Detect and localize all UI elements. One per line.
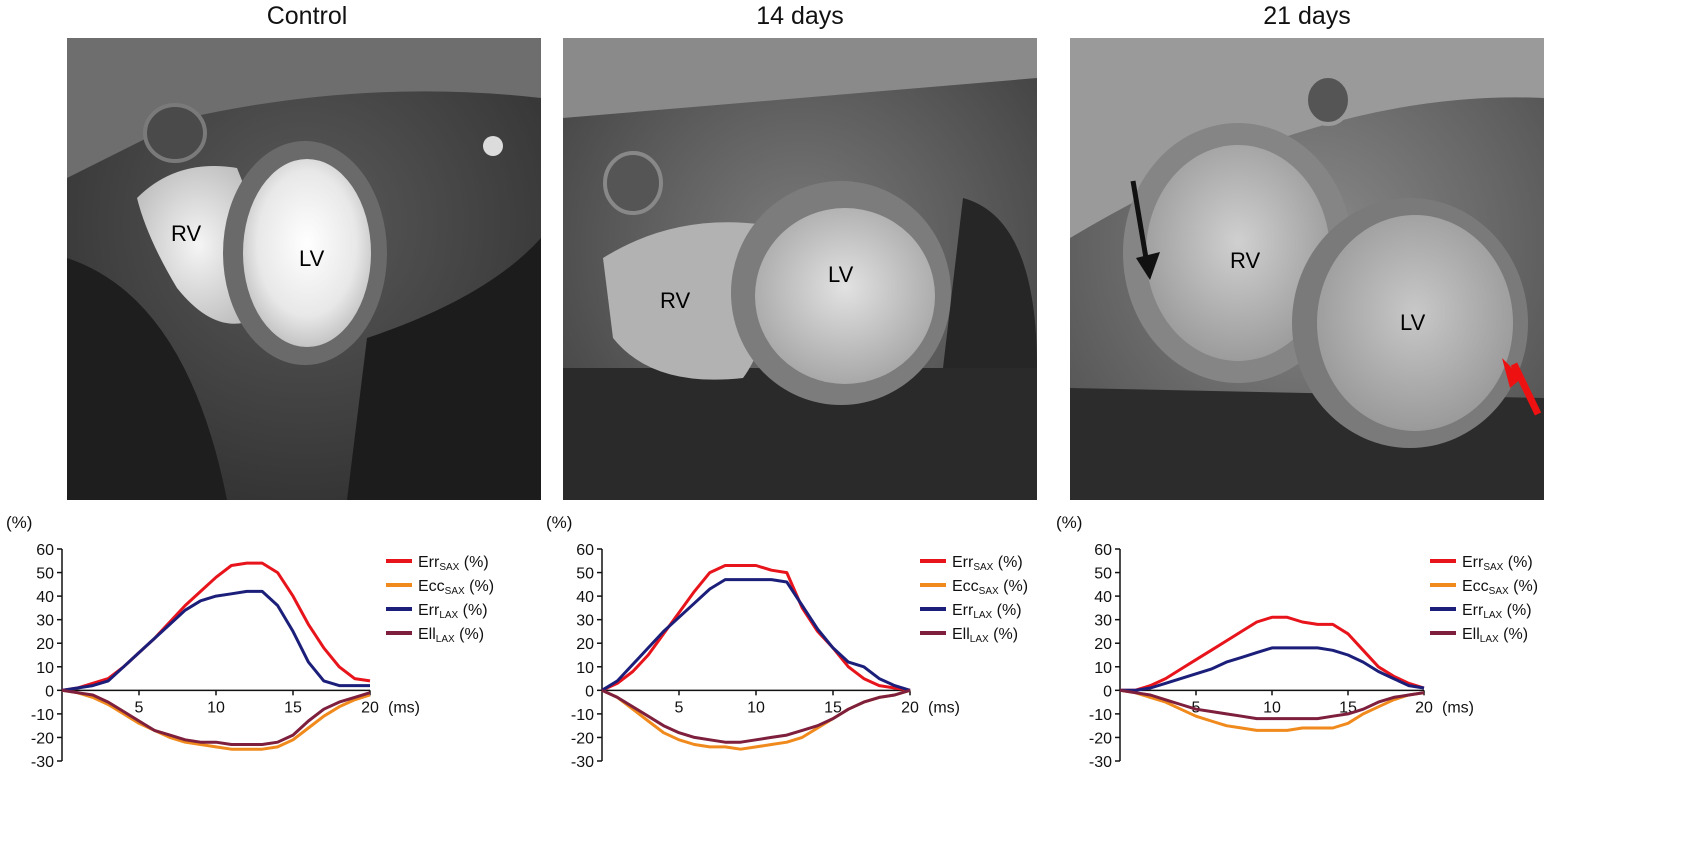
- strain-chart-21-days: (%) 60 50 40 30 20 10 0 -10 -20 -30 5 10 15 20 (ms) ErrS…: [1050, 510, 1570, 848]
- series-line-err-lax: [1120, 646, 1425, 692]
- legend-entry: EccSAX (%): [1462, 578, 1538, 597]
- y-tick-label: 30: [1094, 613, 1112, 630]
- x-tick-label: 5: [135, 699, 144, 716]
- legend-entry: ErrLAX (%): [418, 602, 488, 621]
- y-tick-label: -20: [31, 730, 54, 747]
- series-line-err-lax: [61, 589, 370, 692]
- arrow-overlay: [1130, 180, 1542, 416]
- y-tick-label: 50: [1094, 566, 1112, 583]
- x-axis-unit-label: (ms): [928, 699, 960, 716]
- y-tick-label: 60: [1094, 542, 1112, 559]
- legend-entry: EllLAX (%): [418, 626, 484, 645]
- lv-label: LV: [299, 246, 325, 271]
- y-tick-label: -10: [31, 707, 54, 724]
- legend-entry: EccSAX (%): [418, 578, 494, 597]
- mri-image-control: RV LV: [67, 38, 541, 500]
- y-tick-label: -20: [571, 730, 594, 747]
- x-tick-label: 10: [207, 699, 225, 716]
- y-axis-label: (%): [546, 513, 572, 532]
- y-tick-label: 0: [1103, 683, 1112, 700]
- series-line-err-sax: [601, 564, 911, 692]
- series-line-ell-lax: [601, 688, 911, 744]
- y-tick-label: -30: [1089, 754, 1112, 771]
- legend-entry: EllLAX (%): [1462, 626, 1528, 645]
- series-line-err-sax: [1120, 615, 1425, 692]
- lv-label: LV: [828, 262, 854, 287]
- x-tick-label: 10: [747, 699, 765, 716]
- rv-label: RV: [660, 288, 691, 313]
- y-tick-label: 10: [576, 660, 594, 677]
- y-tick-label: 50: [36, 566, 54, 583]
- series-line-err-sax: [61, 561, 371, 692]
- x-axis-unit-label: (ms): [388, 699, 420, 716]
- x-tick-label: 10: [1263, 699, 1281, 716]
- series-line-err-lax: [601, 578, 911, 692]
- legend-entry: ErrSAX (%): [418, 554, 489, 573]
- y-tick-label: 0: [585, 683, 594, 700]
- x-tick-label: 20: [361, 699, 379, 716]
- red-arrow-icon: [1502, 358, 1542, 416]
- y-tick-label: 40: [36, 589, 54, 606]
- x-tick-label: 15: [824, 699, 842, 716]
- y-tick-label: 0: [45, 683, 54, 700]
- strain-chart-control: (%) 60 50 40 30 20 10 0 -10 -20 -30 5 10 15 20 (ms) ErrS…: [0, 510, 520, 848]
- series-line-ecc-sax: [61, 688, 371, 751]
- x-tick-label: 5: [675, 699, 684, 716]
- mri-image-21-days: RV LV: [1070, 38, 1544, 500]
- y-tick-label: -10: [571, 707, 594, 724]
- y-tick-label: 10: [1094, 660, 1112, 677]
- y-tick-label: -30: [571, 754, 594, 771]
- y-tick-label: -20: [1089, 730, 1112, 747]
- y-tick-label: 40: [1094, 589, 1112, 606]
- y-tick-label: 10: [36, 660, 54, 677]
- legend-entry: EccSAX (%): [952, 578, 1028, 597]
- y-axis-label: (%): [1056, 513, 1082, 532]
- y-tick-label: 30: [576, 613, 594, 630]
- y-tick-label: 30: [36, 613, 54, 630]
- legend-entry: ErrSAX (%): [1462, 554, 1533, 573]
- rv-label: RV: [1230, 248, 1261, 273]
- black-arrow-icon: [1130, 180, 1160, 280]
- panel-21-days: 21 days RV LV: [1050, 0, 1570, 848]
- panel-14-days: 14 days RV LV (%) 60 50 40 30 20 10 0 -10 -20 -30 5…: [540, 0, 1060, 848]
- y-tick-label: 20: [1094, 636, 1112, 653]
- panel-title: 14 days: [756, 2, 844, 30]
- y-tick-label: 50: [576, 566, 594, 583]
- legend-entry: ErrLAX (%): [952, 602, 1022, 621]
- panel-title: Control: [266, 2, 348, 30]
- lv-label: LV: [1400, 310, 1426, 335]
- y-tick-label: 60: [36, 542, 54, 559]
- series-line-ell-lax: [1119, 688, 1425, 721]
- y-tick-label: 60: [576, 542, 594, 559]
- strain-chart-14-days: (%) 60 50 40 30 20 10 0 -10 -20 -30 5 10 15 20 (ms) ErrS…: [540, 510, 1060, 848]
- legend-entry: ErrSAX (%): [952, 554, 1023, 573]
- panel-control: Control RV LV: [0, 0, 541, 848]
- legend-entry: ErrLAX (%): [1462, 602, 1532, 621]
- panel-title: 21 days: [1263, 2, 1351, 30]
- series-line-ecc-sax: [1119, 688, 1425, 732]
- y-tick-label: 40: [576, 589, 594, 606]
- mri-image-14-days: RV LV: [563, 38, 1037, 500]
- chart-svg: (%)60 50 40 30 20 10 0 -10 -20 -30 5 10 15 20 (ms) ErrS…: [546, 513, 1028, 771]
- y-tick-label: -30: [31, 754, 54, 771]
- x-tick-label: 15: [284, 699, 302, 716]
- series-line-ell-lax: [61, 688, 371, 746]
- x-tick-label: 20: [1415, 699, 1433, 716]
- y-tick-label: 20: [36, 636, 54, 653]
- chart-svg: (%)60 50 40 30 20 10 0 -10 -20 -30 5 10 15 20 (ms) ErrS…: [6, 513, 494, 771]
- y-axis-label: (%): [6, 513, 32, 532]
- y-tick-label: 20: [576, 636, 594, 653]
- legend-entry: EllLAX (%): [952, 626, 1018, 645]
- x-axis-unit-label: (ms): [1442, 699, 1474, 716]
- x-tick-label: 20: [901, 699, 919, 716]
- rv-label: RV: [171, 221, 202, 246]
- y-tick-label: -10: [1089, 707, 1112, 724]
